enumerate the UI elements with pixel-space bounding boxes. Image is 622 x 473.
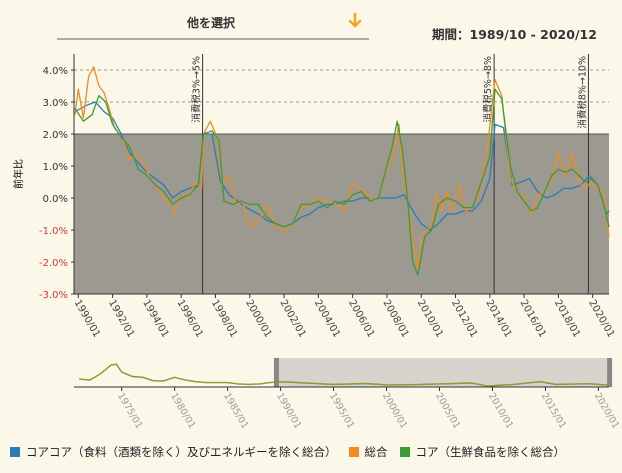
y-tick-label: 1.0%	[43, 162, 68, 173]
y-tick-label: -2.0%	[39, 258, 68, 269]
navigator-handle-left[interactable]	[273, 358, 279, 387]
x-tick-label: 2000/01	[243, 298, 273, 339]
target-band	[74, 134, 609, 294]
navigator-tick-label: 1995/01	[327, 391, 356, 431]
navigator-tick-label: 2000/01	[380, 391, 409, 431]
event-label: 消費税5%→8%	[482, 56, 494, 123]
x-tick-label: 1996/01	[175, 298, 205, 339]
x-tick-label: 2010/01	[415, 298, 445, 339]
x-tick-label: 2006/01	[346, 298, 376, 339]
chevron-down-icon	[348, 12, 362, 28]
y-axis-label: 前年比	[12, 159, 25, 189]
series-line-core	[74, 88, 610, 276]
x-tick-label: 1994/01	[140, 298, 170, 339]
navigator-tick-label: 2005/01	[433, 391, 462, 431]
x-tick-label: 2020/01	[586, 298, 616, 339]
navigator-handle-right[interactable]	[607, 358, 613, 387]
y-tick-label: 2.0%	[43, 130, 68, 141]
event-label: 消費税8%→10%	[576, 56, 588, 129]
legend-swatch	[399, 447, 410, 457]
navigator-window[interactable]	[277, 358, 609, 387]
x-tick-label: 2016/01	[518, 298, 548, 339]
event-label: 消費税3%→5%	[191, 56, 203, 123]
navigator-series-line-overall	[79, 363, 608, 387]
y-tick-label: -3.0%	[39, 290, 68, 301]
legend-label: 総合	[364, 445, 388, 459]
x-tick-label: 2004/01	[312, 298, 342, 339]
navigator-tick-label: 1980/01	[168, 391, 197, 431]
legend-swatch	[348, 447, 359, 457]
x-tick-label: 2008/01	[380, 298, 410, 339]
y-tick-label: 4.0%	[43, 66, 68, 77]
navigator-tick-label: 1975/01	[115, 391, 144, 431]
legend-item-overall[interactable]: 総合	[348, 444, 388, 460]
legend-swatch	[10, 447, 20, 457]
selector-label: 他を選択	[187, 16, 236, 30]
x-tick-label: 2014/01	[483, 298, 513, 339]
period-label: 期間：	[432, 27, 470, 42]
main-chart: 4.0% 3.0% 2.0% 1.0% 0.0% -1.0% -2.0% -3.0% 前年比 消費…	[12, 54, 616, 339]
legend: コアコア（食料（酒類を除く）及びエネルギーを除く総合） 総合 コア（生鮮食品を除く総…	[10, 444, 620, 464]
x-tick-label: 2018/01	[552, 298, 582, 339]
x-tick-label: 2012/01	[449, 298, 479, 339]
y-tick-label: 0.0%	[43, 194, 68, 205]
y-tick-label: -1.0%	[39, 226, 68, 237]
period-value: 1989/10 - 2020/12	[469, 27, 597, 42]
series-selector-dropdown[interactable]: 他を選択	[57, 6, 369, 40]
navigator-tick-label: 2020/01	[592, 391, 621, 431]
legend-label: コアコア（食料（酒類を除く）及びエネルギーを除く総合）	[26, 445, 337, 459]
legend-label: コア（生鮮食品を除く総合）	[415, 445, 566, 459]
navigator-tick-label: 1985/01	[221, 391, 250, 431]
x-tick-label: 1992/01	[106, 298, 136, 339]
legend-item-core_core[interactable]: コアコア（食料（酒類を除く）及びエネルギーを除く総合）	[10, 444, 337, 460]
x-tick-label: 2002/01	[277, 298, 307, 339]
y-tick-label: 3.0%	[43, 98, 68, 109]
navigator-tick-label: 2015/01	[539, 391, 568, 431]
navigator-tick-label: 2010/01	[486, 391, 515, 431]
series-line-core_core	[74, 101, 610, 231]
navigator-tick-label: 1990/01	[274, 391, 303, 431]
navigator-chart[interactable]: 1975/01 1980/01 1985/01 1990/01 1995/01 2000/…	[0, 356, 622, 436]
x-tick-label: 1990/01	[72, 298, 102, 339]
period-display: 期間：1989/10 - 2020/12	[432, 24, 597, 43]
x-tick-label: 1998/01	[209, 298, 239, 339]
legend-item-core[interactable]: コア（生鮮食品を除く総合）	[399, 444, 566, 460]
